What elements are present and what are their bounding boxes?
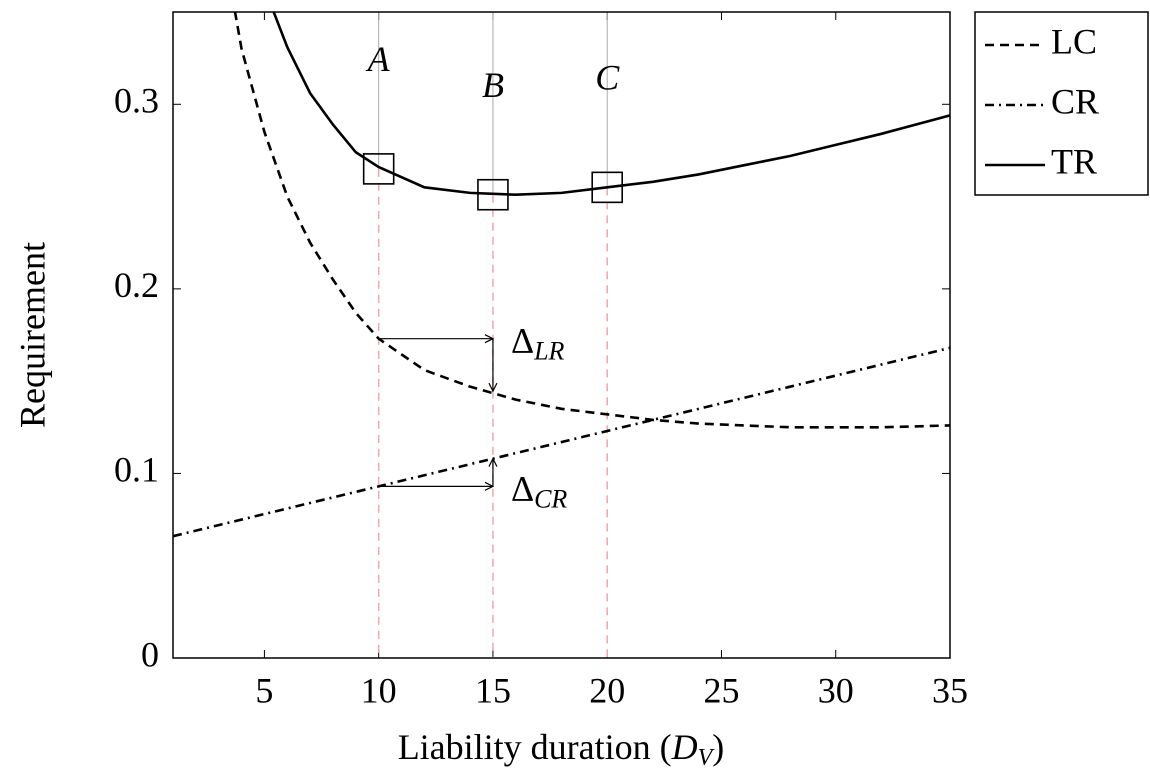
annotation-sub: CR	[534, 484, 567, 513]
x-tick-label: 35	[932, 670, 968, 710]
x-tick-label: 15	[475, 670, 511, 710]
annotation-symbol: Δ	[511, 469, 534, 509]
marker-label: B	[482, 65, 504, 105]
x-label-sub: V	[698, 745, 715, 771]
annotation-label: ΔCR	[511, 469, 567, 514]
x-label-var: D	[671, 727, 698, 767]
annotation-sub: LR	[533, 337, 564, 366]
y-tick-label: 0	[141, 634, 159, 674]
marker	[477, 178, 509, 211]
x-label-close: )	[712, 727, 724, 767]
annotation-label: ΔLR	[511, 321, 565, 366]
marker	[591, 171, 624, 204]
legend-label: LC	[1051, 21, 1097, 61]
x-axis-label: Liability duration (DV)	[398, 727, 725, 770]
marker-label: A	[366, 39, 391, 79]
x-tick-label: 30	[818, 670, 854, 710]
annotation-symbol: Δ	[511, 321, 534, 361]
series-line	[233, 12, 950, 429]
legend-label: TR	[1051, 141, 1097, 181]
y-tick-label: 0.3	[114, 81, 159, 121]
x-tick-label: 20	[589, 670, 625, 710]
marker-label: C	[595, 58, 620, 98]
x-tick-label: 25	[703, 670, 739, 710]
plot-lines	[173, 12, 950, 538]
plot-frame	[172, 11, 951, 659]
y-tick-label: 0.1	[114, 450, 159, 490]
marker	[362, 153, 395, 185]
series-line	[173, 346, 950, 538]
x-tick-label: 5	[255, 670, 273, 710]
x-label-text: Liability duration (	[398, 727, 672, 767]
series-line	[272, 12, 950, 197]
y-tick-label: 0.2	[114, 265, 159, 305]
legend-label: CR	[1051, 81, 1099, 121]
y-axis-label: Requirement	[12, 242, 52, 428]
x-tick-label: 10	[361, 670, 397, 710]
